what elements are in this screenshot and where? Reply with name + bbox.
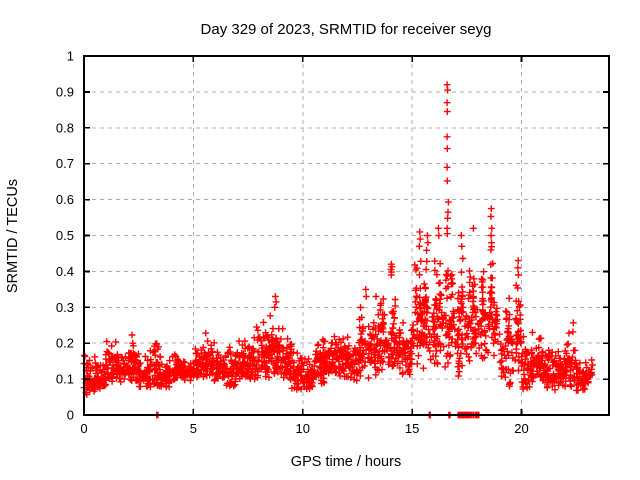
- y-tick-label: 0.3: [56, 300, 74, 315]
- chart-title: Day 329 of 2023, SRMTID for receiver sey…: [201, 21, 492, 38]
- x-tick-label: 0: [80, 421, 87, 436]
- y-tick-label: 0.9: [56, 84, 74, 99]
- x-tick-label: 10: [296, 421, 310, 436]
- y-tick-label: 0.8: [56, 120, 74, 135]
- y-tick-label: 0.6: [56, 192, 74, 207]
- y-tick-label: 0.4: [56, 264, 74, 279]
- plot-frame: [83, 55, 610, 416]
- y-tick-label: 0.7: [56, 156, 74, 171]
- y-tick-label: 0.2: [56, 336, 74, 351]
- x-axis-label: GPS time / hours: [291, 454, 401, 470]
- y-tick-label: 1: [67, 49, 74, 64]
- x-tick-label: 15: [405, 421, 419, 436]
- scatter-series: [80, 81, 596, 419]
- y-tick-label: 0: [67, 408, 74, 423]
- x-tick-label: 20: [514, 421, 528, 436]
- y-tick-label: 0.1: [56, 372, 74, 387]
- y-axis-label: SRMTID / TECUs: [5, 179, 21, 293]
- y-tick-label: 0.5: [56, 228, 74, 243]
- x-tick-label: 5: [190, 421, 197, 436]
- scatter-points: [80, 81, 596, 398]
- tick-labels: 0 5 10 15 20 0 0.1 0.2 0.3 0.4 0.5 0.6 0.7 0.8 0.9 1: [56, 49, 529, 437]
